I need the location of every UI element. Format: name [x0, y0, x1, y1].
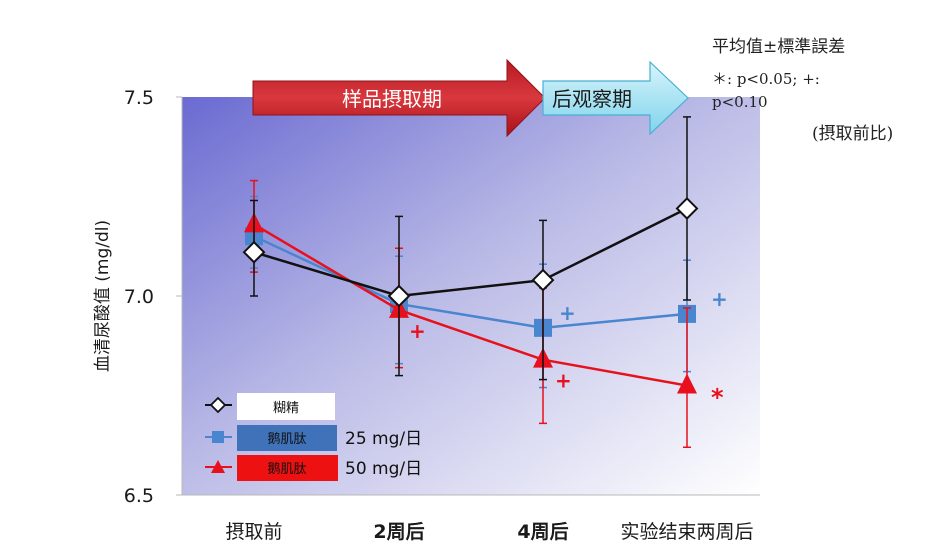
legend-label-low: 鹅肌肽	[267, 431, 306, 447]
legend: 糊精 鹅肌肽 25 mg/日 鹅肌肽 50 mg/日	[205, 393, 422, 481]
intake-period-label: 样品摂取期	[342, 87, 442, 111]
legend-marker-high	[211, 460, 225, 473]
series-line-low	[253, 235, 688, 330]
note-baseline-comparison: (摂取前比)	[812, 124, 894, 144]
followup-period-label: 后观察期	[552, 87, 632, 111]
intake-period-arrow	[252, 58, 546, 138]
series-line-high	[253, 223, 688, 387]
significance-mark-low-2: +	[559, 301, 576, 325]
significance-mark-high-3: *	[711, 384, 724, 412]
note-mean-se: 平均值±標準誤差	[712, 37, 846, 57]
x-tick-label-0: 摂取前	[225, 521, 282, 543]
legend-box-low	[237, 425, 337, 451]
error-bar-dextrin-2	[539, 219, 547, 381]
legend-label-high: 鹅肌肽	[267, 461, 306, 477]
data-point-dextrin-2	[531, 268, 555, 292]
x-tick-label-1: 2周后	[373, 521, 424, 543]
legend-box-high	[237, 455, 338, 481]
note-significance-cont: p<0.10	[712, 93, 768, 111]
x-tick-label-3: 实验结束两周后	[620, 521, 753, 543]
y-tick-label-2: 7.5	[124, 87, 154, 109]
legend-suffix-high: 50 mg/日	[345, 459, 422, 479]
legend-marker-low	[212, 431, 224, 443]
y-tick-label-0: 6.5	[124, 485, 154, 507]
x-tick-label-2: 4周后	[517, 521, 568, 543]
y-tick-marks: 6.5 7.0 7.5	[124, 87, 182, 507]
legend-item-high: 鹅肌肽 50 mg/日	[205, 455, 422, 481]
legend-box-dextrin	[237, 393, 335, 420]
followup-period-arrow	[542, 60, 689, 136]
legend-item-dextrin: 糊精	[205, 393, 335, 420]
data-point-dextrin-0	[242, 240, 266, 264]
data-point-high-3	[677, 373, 697, 394]
legend-item-low: 鹅肌肽 25 mg/日	[205, 425, 422, 451]
data-point-dextrin-3	[675, 197, 699, 220]
legend-marker-dextrin	[209, 396, 227, 414]
legend-label-dextrin: 糊精	[273, 400, 299, 416]
note-significance: ＊: p<0.05; +:	[712, 70, 820, 88]
significance-mark-high-1: +	[409, 319, 426, 343]
significance-mark-low-3: +	[711, 287, 728, 311]
data-point-dextrin-1	[387, 284, 411, 308]
significance-mark-high-2: +	[555, 369, 572, 393]
y-axis-label: 血清尿酸值 (mg/dl)	[93, 220, 113, 372]
series-dextrin	[242, 116, 699, 381]
series-line-dextrin	[253, 207, 688, 298]
y-tick-label-1: 7.0	[124, 286, 154, 308]
legend-suffix-low: 25 mg/日	[345, 429, 422, 449]
